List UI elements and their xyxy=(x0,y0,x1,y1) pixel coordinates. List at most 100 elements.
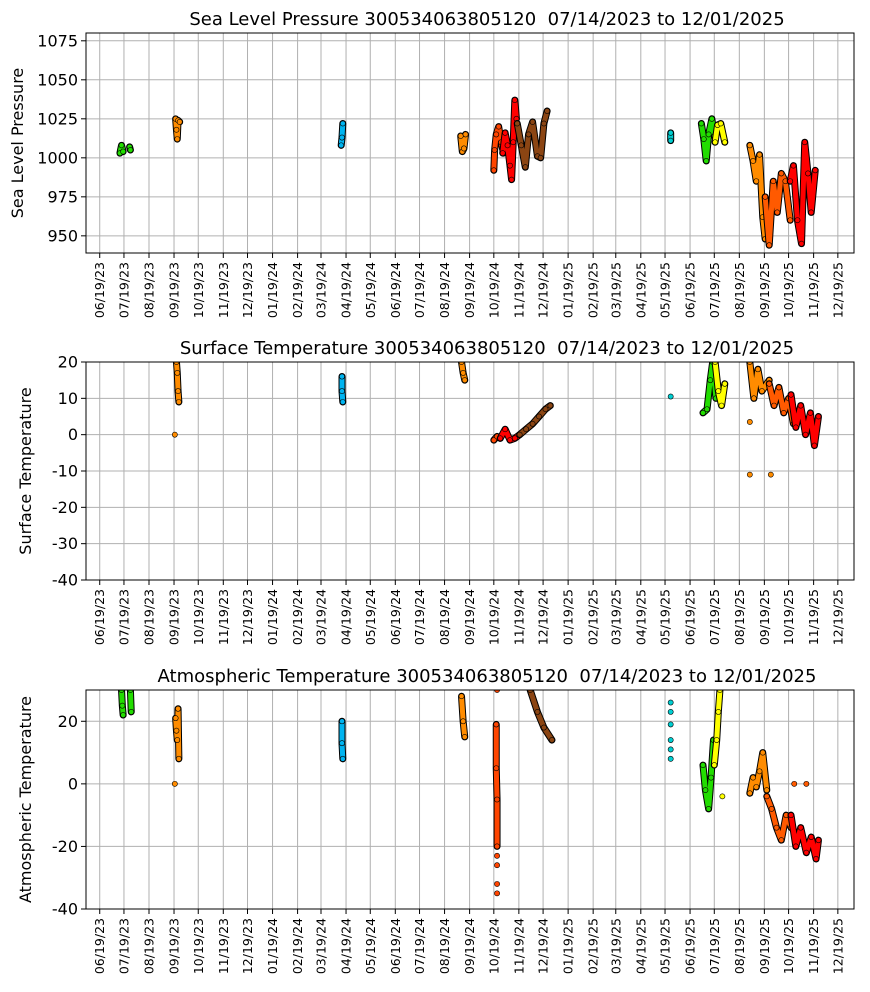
data-point xyxy=(715,388,722,394)
x-tick-label: 10/19/24 xyxy=(486,589,501,645)
x-tick-label: 06/19/23 xyxy=(92,262,107,318)
series-1 xyxy=(116,141,127,157)
data-point xyxy=(759,749,766,756)
data-point xyxy=(497,435,504,442)
data-point xyxy=(762,193,769,200)
data-point xyxy=(128,709,135,715)
x-tick-label: 11/19/23 xyxy=(216,589,231,645)
series-12 xyxy=(710,690,724,769)
x-tick-label: 09/19/23 xyxy=(167,262,182,318)
data-point xyxy=(756,151,763,158)
series-15 xyxy=(763,792,795,844)
x-tick-label: 04/19/24 xyxy=(339,918,354,974)
x-tick-label: 02/19/25 xyxy=(586,262,601,318)
data-point xyxy=(529,420,536,427)
data-point xyxy=(339,740,345,747)
data-point xyxy=(120,148,127,155)
x-tick-label: 05/19/25 xyxy=(658,262,673,318)
data-point xyxy=(339,755,346,762)
data-point xyxy=(721,380,728,387)
y-tick-label: 950 xyxy=(47,226,78,245)
data-point xyxy=(801,139,808,146)
series-5 xyxy=(457,130,470,156)
data-point xyxy=(518,142,525,149)
data-point xyxy=(767,471,774,478)
data-point xyxy=(711,762,718,768)
x-tick-label: 01/19/24 xyxy=(265,589,280,645)
data-point xyxy=(808,209,815,216)
x-tick-label: 10/19/25 xyxy=(781,262,796,318)
x-tick-label: 07/19/24 xyxy=(412,262,427,318)
subplot-2: 06/19/23 07/19/23 08/19/23 09/19/23 10/19/23… xyxy=(16,338,855,645)
x-tick-label: 11/19/24 xyxy=(511,918,526,974)
data-point xyxy=(707,377,714,384)
data-point xyxy=(717,120,724,127)
y-tick-label: -20 xyxy=(52,837,78,856)
data-point xyxy=(494,796,500,803)
x-tick-label: 09/19/24 xyxy=(462,262,477,318)
x-tick-label: 08/19/25 xyxy=(732,589,747,645)
data-point xyxy=(708,115,715,122)
x-tick-label: 07/19/25 xyxy=(707,262,722,318)
x-tick-label: 01/19/25 xyxy=(561,589,576,645)
series-7 xyxy=(499,96,520,184)
subplot-1: 06/19/23 07/19/23 08/19/23 09/19/23 10/19/23… xyxy=(8,9,855,318)
data-point xyxy=(493,131,500,138)
data-point xyxy=(171,780,178,787)
x-tick-label: 05/19/24 xyxy=(363,918,378,974)
data-point xyxy=(698,120,705,127)
y-tick-label: -10 xyxy=(52,462,78,481)
data-point xyxy=(508,176,515,183)
data-point xyxy=(815,413,822,420)
data-point xyxy=(494,843,500,850)
data-point xyxy=(704,406,710,413)
subplot-3: 06/19/23 07/19/23 08/19/23 09/19/23 10/19/23… xyxy=(16,666,855,974)
x-tick-label: 07/19/25 xyxy=(707,918,722,974)
data-point xyxy=(763,787,770,794)
series-band xyxy=(711,690,723,768)
data-point xyxy=(490,167,497,174)
data-point xyxy=(721,139,728,146)
y-tick-label: 1075 xyxy=(37,31,78,50)
series-band xyxy=(527,690,555,743)
y-tick-label: -30 xyxy=(52,534,78,553)
x-tick-label: 04/19/25 xyxy=(633,262,648,318)
series-2 xyxy=(171,431,178,438)
data-point xyxy=(461,145,467,152)
series-2 xyxy=(126,690,135,716)
data-point xyxy=(713,737,720,743)
data-point xyxy=(798,240,805,247)
axes-frame xyxy=(85,361,855,581)
data-point xyxy=(458,362,465,365)
data-point xyxy=(811,442,818,449)
series-12 xyxy=(746,141,769,243)
data-point xyxy=(667,709,674,715)
data-point xyxy=(339,134,345,141)
data-point xyxy=(797,402,804,409)
series-7 xyxy=(516,402,554,439)
x-tick-label: 04/19/24 xyxy=(339,589,354,645)
data-point xyxy=(763,793,770,800)
x-tick-label: 09/19/25 xyxy=(757,918,772,974)
data-point xyxy=(495,123,502,130)
data-point xyxy=(778,837,785,844)
x-tick-label: 07/19/23 xyxy=(116,589,131,645)
data-point xyxy=(540,120,547,127)
series-1 xyxy=(118,690,127,719)
series-band xyxy=(127,690,134,715)
x-tick-label: 07/19/23 xyxy=(116,918,131,974)
series-band xyxy=(787,139,818,247)
x-tick-label: 08/19/24 xyxy=(437,918,452,974)
data-point xyxy=(339,373,345,380)
data-point xyxy=(547,402,554,409)
series-band xyxy=(119,690,126,718)
series-3 xyxy=(172,705,183,763)
data-point xyxy=(491,147,498,153)
data-point xyxy=(787,178,794,185)
data-point xyxy=(807,409,814,416)
data-point xyxy=(797,824,804,831)
data-point xyxy=(461,377,468,384)
data-point xyxy=(750,158,756,164)
data-point xyxy=(708,774,714,781)
